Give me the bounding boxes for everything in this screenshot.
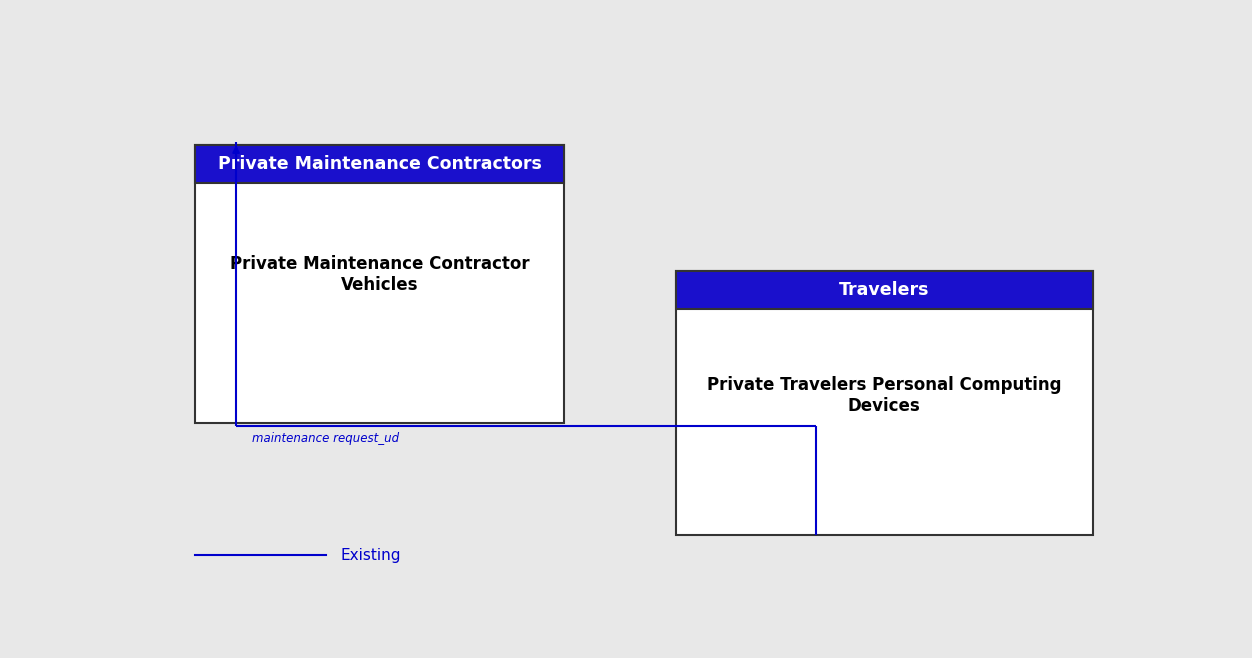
Bar: [676, 272, 1093, 309]
Text: maintenance request_ud: maintenance request_ud: [252, 432, 398, 445]
Text: Private Maintenance Contractor
Vehicles: Private Maintenance Contractor Vehicles: [230, 255, 530, 293]
Text: Travelers: Travelers: [839, 282, 929, 299]
Bar: [676, 272, 1093, 535]
Bar: [195, 145, 563, 183]
Text: Private Maintenance Contractors: Private Maintenance Contractors: [218, 155, 542, 173]
Text: Existing: Existing: [341, 547, 402, 563]
Bar: [195, 145, 563, 183]
Text: Private Travelers Personal Computing
Devices: Private Travelers Personal Computing Dev…: [707, 376, 1062, 415]
Bar: [676, 272, 1093, 309]
Bar: [195, 145, 563, 424]
